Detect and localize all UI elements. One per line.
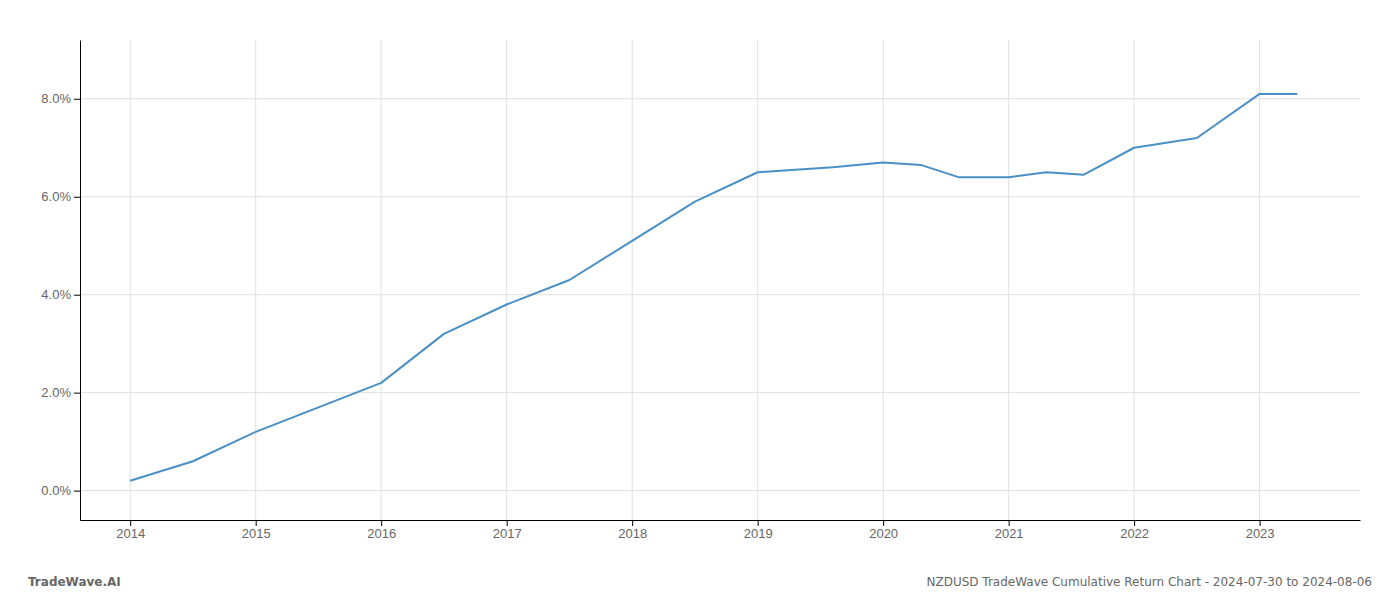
footer-left: TradeWave.AI (28, 575, 121, 589)
x-tick-mark (507, 520, 508, 526)
plot-area: 2014 2015 2016 2017 2018 2019 2020 2021 2022 2023… (41, 40, 1360, 541)
y-tick: 0.0% (41, 483, 80, 498)
y-tick-label: 4.0% (41, 287, 71, 302)
x-tick-label: 2020 (869, 526, 898, 541)
x-tick: 2018 (618, 520, 647, 541)
x-tick-mark (130, 520, 131, 526)
x-tick-mark (758, 520, 759, 526)
x-tick-mark (1009, 520, 1010, 526)
grid-line-x (506, 40, 507, 520)
grid-line-y (80, 490, 1360, 491)
grid-line-y (80, 98, 1360, 99)
grid-line-y (80, 196, 1360, 197)
y-tick: 2.0% (41, 385, 80, 400)
y-tick-mark (74, 197, 80, 198)
x-tick-mark (256, 520, 257, 526)
x-tick: 2014 (116, 520, 145, 541)
x-tick: 2019 (744, 520, 773, 541)
grid-line-x (381, 40, 382, 520)
y-tick-label: 6.0% (41, 189, 71, 204)
y-tick-mark (74, 491, 80, 492)
x-tick-mark (381, 520, 382, 526)
x-tick-mark (1260, 520, 1261, 526)
x-tick-label: 2019 (744, 526, 773, 541)
grid-line-x (1259, 40, 1260, 520)
x-tick-mark (632, 520, 633, 526)
data-line (130, 94, 1297, 481)
x-tick-label: 2015 (242, 526, 271, 541)
grid-line-y (80, 392, 1360, 393)
y-tick-label: 0.0% (41, 483, 71, 498)
x-tick-mark (1134, 520, 1135, 526)
grid-line-x (1008, 40, 1009, 520)
y-tick-mark (74, 295, 80, 296)
x-tick-label: 2017 (493, 526, 522, 541)
grid-line-x (883, 40, 884, 520)
x-tick-label: 2018 (618, 526, 647, 541)
footer-right: NZDUSD TradeWave Cumulative Return Chart… (926, 575, 1372, 589)
x-tick: 2022 (1120, 520, 1149, 541)
grid-line-x (757, 40, 758, 520)
x-tick-label: 2023 (1246, 526, 1275, 541)
y-tick-mark (74, 393, 80, 394)
x-tick: 2021 (995, 520, 1024, 541)
y-axis: 0.0% 2.0% 4.0% 6.0% 8.0% (41, 41, 80, 521)
y-tick: 4.0% (41, 287, 80, 302)
x-tick: 2017 (493, 520, 522, 541)
grid-line-x (632, 40, 633, 520)
grid-line-x (255, 40, 256, 520)
y-tick-mark (74, 99, 80, 100)
footer: TradeWave.AI NZDUSD TradeWave Cumulative … (28, 575, 1372, 589)
grid-line-y (80, 294, 1360, 295)
x-tick: 2023 (1246, 520, 1275, 541)
x-axis-line (81, 520, 1361, 521)
y-axis-line (80, 41, 81, 521)
x-tick: 2016 (367, 520, 396, 541)
x-tick-mark (883, 520, 884, 526)
x-tick-label: 2014 (116, 526, 145, 541)
y-tick: 6.0% (41, 189, 80, 204)
grid-line-x (130, 40, 131, 520)
x-tick-label: 2021 (995, 526, 1024, 541)
grid (80, 40, 1360, 520)
x-tick-label: 2022 (1120, 526, 1149, 541)
x-tick: 2020 (869, 520, 898, 541)
chart-svg: 2014 2015 2016 2017 2018 2019 2020 2021 2022 2023… (0, 0, 1400, 600)
y-tick-label: 2.0% (41, 385, 71, 400)
marks (130, 94, 1297, 481)
y-tick-label: 8.0% (41, 91, 71, 106)
x-tick-label: 2016 (367, 526, 396, 541)
x-tick: 2015 (242, 520, 271, 541)
y-tick: 8.0% (41, 91, 80, 106)
x-axis: 2014 2015 2016 2017 2018 2019 2020 2021 2022 2023 (81, 520, 1361, 541)
grid-line-x (1134, 40, 1135, 520)
